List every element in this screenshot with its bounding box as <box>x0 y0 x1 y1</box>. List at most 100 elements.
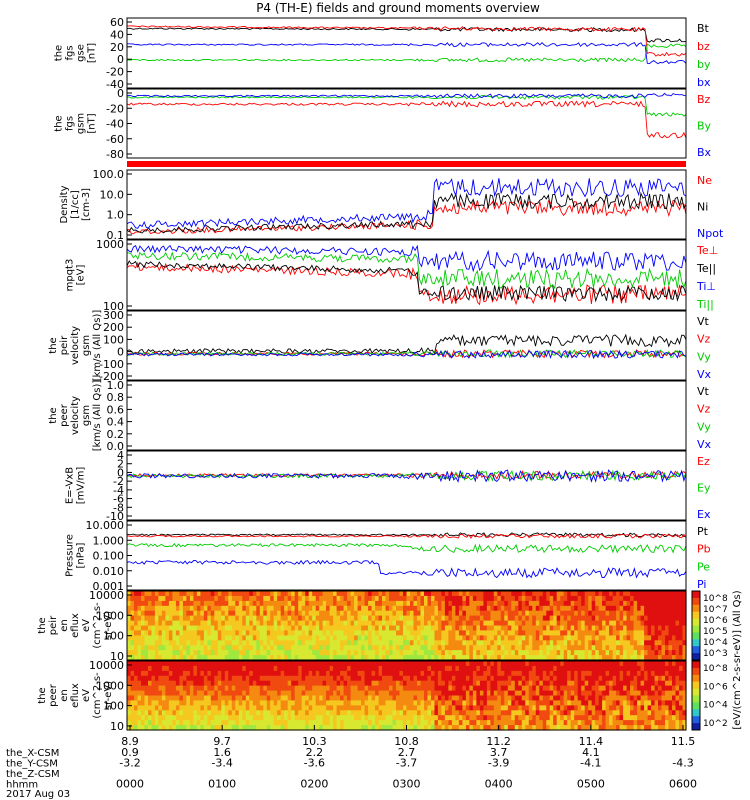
spectrogram-cell <box>462 720 467 726</box>
spectrogram-cell <box>605 595 610 602</box>
spectrogram-cell <box>640 710 645 716</box>
spectrogram-cell <box>619 610 624 617</box>
spectrogram-cell <box>252 625 257 631</box>
spectrogram-cell <box>619 720 624 726</box>
spectrogram-cell <box>605 640 610 646</box>
spectrogram-cell <box>396 625 401 631</box>
spectrogram-cell <box>542 605 547 612</box>
spectrogram-cell <box>410 685 415 692</box>
spectrogram-cell <box>493 710 498 716</box>
spectrogram-cell <box>294 665 299 672</box>
spectrogram-cell <box>455 715 460 721</box>
spectrogram-cell <box>193 661 198 667</box>
y-axis-label: [km/s (All Qs)] <box>92 310 103 382</box>
spectrogram-cell <box>315 630 320 636</box>
spectrogram-cell <box>441 605 446 612</box>
spectrogram-cell <box>182 675 187 682</box>
spectrogram-cell <box>577 620 582 627</box>
spectrogram-cell <box>462 710 467 716</box>
spectrogram-cell <box>361 710 366 716</box>
spectrogram-cell <box>207 630 212 636</box>
spectrogram-cell <box>207 705 212 711</box>
spectrogram-cell <box>451 725 456 731</box>
spectrogram-cell <box>168 591 173 597</box>
spectrogram-cell <box>382 625 387 631</box>
spectrogram-cell <box>668 685 673 692</box>
spectrogram-cell <box>679 685 684 692</box>
spectrogram-cell <box>357 640 362 646</box>
spectrogram-cell <box>336 625 341 631</box>
spectrogram-cell <box>127 600 132 607</box>
spectrogram-cell <box>378 680 383 687</box>
spectrogram-cell <box>148 680 153 687</box>
spectrogram-cell <box>682 615 687 622</box>
spectrogram-cell <box>486 591 491 597</box>
spectrogram-cell <box>672 650 677 656</box>
y-tick-label: 100 <box>103 630 124 643</box>
spectrogram-cell <box>623 600 628 607</box>
spectrogram-cell <box>665 680 670 687</box>
spectrogram-cell <box>168 600 173 607</box>
spectrogram-cell <box>361 720 366 726</box>
spectrogram-cell <box>186 670 191 677</box>
spectrogram-cell <box>462 605 467 612</box>
spectrogram-cell <box>364 685 369 692</box>
spectrogram-cell <box>654 710 659 716</box>
spectrogram-cell <box>434 630 439 636</box>
spectrogram-cell <box>161 661 166 667</box>
spectrogram-cell <box>451 715 456 721</box>
spectrogram-cell <box>392 650 397 656</box>
spectrogram-cell <box>389 690 394 697</box>
spectrogram-cell <box>137 595 142 602</box>
y-axis-label: gsm <box>76 113 87 134</box>
spectrogram-cell <box>235 700 240 706</box>
spectrogram-cell <box>647 670 652 677</box>
spectrogram-cell <box>500 725 505 731</box>
spectrogram-cell <box>207 645 212 651</box>
spectrogram-cell <box>231 625 236 631</box>
spectrogram-cell <box>182 595 187 602</box>
spectrogram-cell <box>535 700 540 706</box>
spectrogram-cell <box>207 635 212 641</box>
spectrogram-cell <box>361 600 366 607</box>
spectrogram-cell <box>413 645 418 651</box>
spectrogram-cell <box>308 661 313 667</box>
spectrogram-cell <box>245 675 250 682</box>
spectrogram-cell <box>462 650 467 656</box>
spectrogram-cell <box>616 600 621 607</box>
spectrogram-cell <box>525 710 530 716</box>
spectrogram-cell <box>675 615 680 622</box>
spectrogram-cell <box>329 620 334 627</box>
spectrogram-cell <box>462 670 467 677</box>
spectrogram-cell <box>294 710 299 716</box>
spectrogram-cell <box>382 705 387 711</box>
spectrogram-cell <box>340 700 345 706</box>
spectrogram-cell <box>605 690 610 697</box>
spectrogram-cell <box>354 715 359 721</box>
spectrogram-cell <box>483 650 488 656</box>
spectrogram-cell <box>462 630 467 636</box>
spectrogram-cell <box>196 595 201 602</box>
spectrogram-cell <box>371 661 376 667</box>
spectrogram-cell <box>350 595 355 602</box>
spectrogram-cell <box>270 591 275 597</box>
spectrogram-cell <box>602 690 607 697</box>
spectrogram-cell <box>567 725 572 731</box>
spectrogram-cell <box>637 655 642 661</box>
spectrogram-cell <box>626 725 631 731</box>
spectrogram-cell <box>595 690 600 697</box>
spectrogram-cell <box>518 620 523 627</box>
spectrogram-cell <box>182 625 187 631</box>
spectrogram-cell <box>242 620 247 627</box>
spectrogram-cell <box>626 700 631 706</box>
spectrogram-cell <box>148 600 153 607</box>
spectrogram-cell <box>413 655 418 661</box>
spectrogram-cell <box>598 591 603 597</box>
spectrogram-cell <box>633 620 638 627</box>
spectrogram-cell <box>514 635 519 641</box>
spectrogram-cell <box>441 715 446 721</box>
spectrogram-cell <box>511 665 516 672</box>
spectrogram-cell <box>161 645 166 651</box>
spectrogram-cell <box>431 710 436 716</box>
